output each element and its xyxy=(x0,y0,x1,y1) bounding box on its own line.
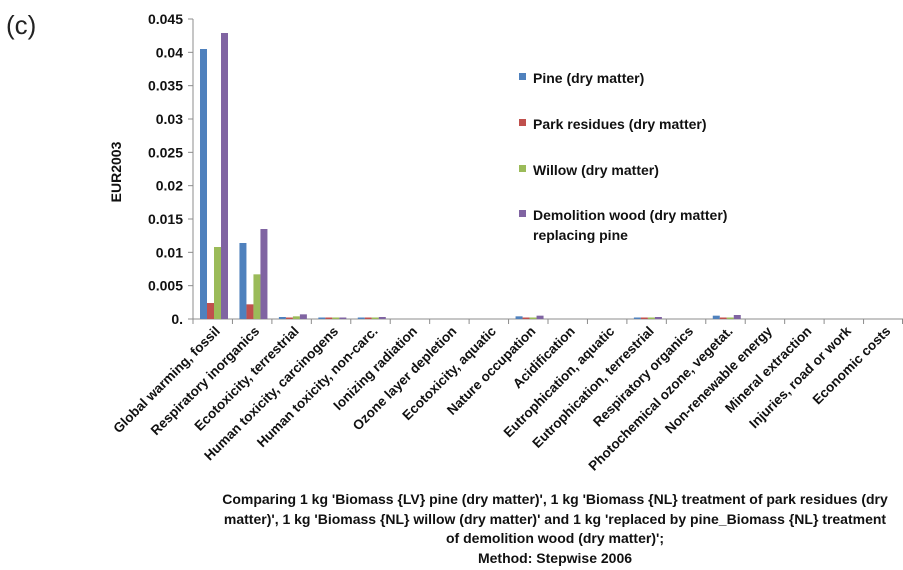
bar xyxy=(214,247,221,319)
y-tick-label: 0.025 xyxy=(148,144,183,160)
bar xyxy=(515,316,523,319)
bar xyxy=(221,33,228,319)
bar xyxy=(332,317,340,319)
bar xyxy=(726,317,734,319)
y-tick-label: 0.03 xyxy=(156,111,183,127)
bar xyxy=(318,317,326,319)
bar xyxy=(357,317,365,319)
bar xyxy=(712,315,720,319)
bar xyxy=(292,316,300,319)
legend-label: Demolition wood (dry matter) xyxy=(533,207,727,223)
bar xyxy=(522,317,530,319)
bar xyxy=(278,317,286,319)
bar xyxy=(647,317,655,319)
bar xyxy=(719,317,727,319)
bar xyxy=(364,317,372,319)
bar xyxy=(371,317,379,319)
legend-swatch xyxy=(519,165,526,172)
bar xyxy=(654,317,662,319)
bar xyxy=(239,243,247,319)
y-tick-label: 0. xyxy=(171,311,183,327)
y-tick-label: 0.005 xyxy=(148,278,183,294)
bar xyxy=(640,317,648,319)
legend-label: Willow (dry matter) xyxy=(533,162,659,178)
bar xyxy=(633,317,641,319)
y-tick-label: 0.035 xyxy=(148,78,183,94)
panel-label: (c) xyxy=(6,10,37,40)
legend-swatch xyxy=(519,119,526,126)
legend-label: Park residues (dry matter) xyxy=(533,116,707,132)
caption-line: of demolition wood (dry matter)'; xyxy=(446,530,664,546)
bar xyxy=(207,303,214,319)
bar xyxy=(529,317,537,319)
caption-line: Method: Stepwise 2006 xyxy=(477,549,633,566)
bar xyxy=(285,317,293,319)
caption-line: matter)', 1 kg 'Biomass {NL} willow (dry… xyxy=(223,510,887,527)
caption-line: Comparing 1 kg 'Biomass {LV} pine (dry m… xyxy=(222,491,888,507)
chart-caption: Comparing 1 kg 'Biomass {LV} pine (dry m… xyxy=(205,490,903,568)
legend-label: Pine (dry matter) xyxy=(533,70,644,86)
y-tick-label: 0.015 xyxy=(148,211,183,227)
x-tick-label: Photochemical ozone, vegetat. xyxy=(586,324,736,474)
y-tick-label: 0.045 xyxy=(148,11,183,27)
y-tick-label: 0.01 xyxy=(156,244,183,260)
bar xyxy=(733,315,741,319)
y-axis-title: EUR2003 xyxy=(108,141,124,202)
bar xyxy=(299,314,307,319)
bar xyxy=(339,317,347,319)
legend-swatch xyxy=(519,73,526,80)
bar xyxy=(378,317,386,319)
y-tick-label: 0.04 xyxy=(156,44,183,60)
bar-chart: 0. 0.005 0.01 0.015 0.02 0.025 0.03 0.035 0.04 0.… xyxy=(108,11,903,474)
legend-swatch xyxy=(519,210,526,217)
bar xyxy=(260,229,268,319)
y-tick-label: 0.02 xyxy=(156,178,183,194)
bar xyxy=(325,317,333,319)
bar xyxy=(536,315,544,319)
bar xyxy=(253,274,261,319)
bar xyxy=(200,49,207,319)
bar xyxy=(246,304,254,319)
legend-label: replacing pine xyxy=(533,227,628,243)
